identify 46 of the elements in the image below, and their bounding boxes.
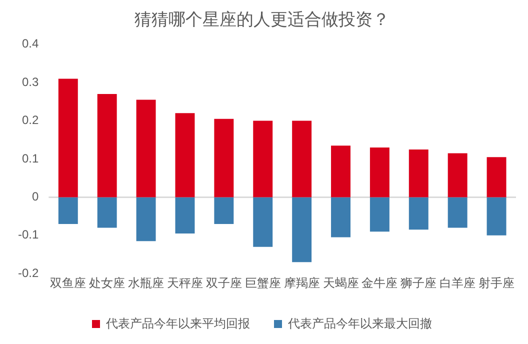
bar <box>97 94 117 198</box>
y-tick-label: -0.2 <box>18 266 39 280</box>
x-tick-label: 摩羯座 <box>284 276 320 290</box>
x-tick-label: 双鱼座 <box>50 276 86 290</box>
legend-label: 代表产品今年以来平均回报 <box>105 316 250 330</box>
bar <box>331 197 350 238</box>
bar <box>370 197 390 232</box>
bar <box>253 197 273 247</box>
y-tick-label: 0.4 <box>22 36 39 51</box>
bar <box>214 197 234 224</box>
bar <box>97 197 117 228</box>
y-tick-label: 0 <box>32 190 39 204</box>
y-tick-label: 0.2 <box>22 113 39 128</box>
x-tick-label: 水瓶座 <box>128 276 164 290</box>
x-tick-label: 狮子座 <box>400 276 437 290</box>
bar <box>448 153 468 198</box>
bar <box>214 118 234 198</box>
bar <box>370 148 390 198</box>
bar <box>175 113 195 198</box>
bar <box>486 157 506 198</box>
bar <box>331 146 350 198</box>
bar <box>486 197 506 236</box>
y-tick-label: -0.1 <box>18 228 39 242</box>
bar <box>253 120 273 198</box>
bar <box>408 197 428 230</box>
bar <box>292 120 312 198</box>
x-tick-label: 天蝎座 <box>322 276 359 290</box>
bar <box>58 197 78 224</box>
x-tick-label: 白羊座 <box>440 276 476 290</box>
x-tick-label: 巨蟹座 <box>244 276 281 290</box>
chart-title: 猜猜哪个星座的人更适合做投资？ <box>134 10 390 29</box>
x-tick-label: 射手座 <box>478 276 515 290</box>
x-tick-label: 金牛座 <box>362 276 398 290</box>
x-tick-label: 天秤座 <box>166 276 203 290</box>
bar <box>136 100 156 198</box>
bar <box>136 197 156 242</box>
legend-label: 代表产品今年以来最大回撤 <box>287 316 432 330</box>
y-tick-label: 0.1 <box>22 151 39 166</box>
bar <box>448 197 468 228</box>
bar <box>408 149 428 198</box>
bar <box>292 197 312 262</box>
bar <box>175 197 195 234</box>
bar <box>58 78 78 198</box>
x-tick-label: 双子座 <box>206 276 242 290</box>
y-tick-label: 0.3 <box>22 74 39 89</box>
x-tick-label: 处女座 <box>89 276 126 290</box>
